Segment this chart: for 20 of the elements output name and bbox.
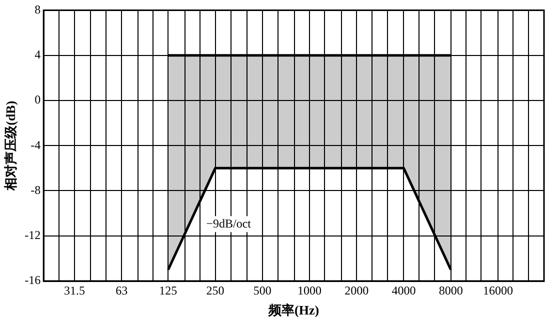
y-tick-label: -16: [24, 273, 41, 288]
x-tick-label: 31.5: [64, 283, 85, 298]
x-tick-label: 2000: [344, 283, 369, 298]
y-tick-label: -8: [30, 182, 41, 197]
x-tick-label: 63: [116, 283, 128, 298]
x-tick-label: 8000: [438, 283, 463, 298]
y-axis-title: 相对声压级(dB): [3, 100, 18, 192]
x-tick-label: 16000: [482, 283, 513, 298]
y-tick-label: -4: [30, 138, 41, 152]
y-tick-label: 0: [34, 92, 41, 107]
x-axis-title: 频率(Hz): [268, 302, 320, 318]
x-tick-label: 125: [159, 283, 178, 298]
y-tick-label: -12: [24, 228, 41, 242]
x-tick-label: 250: [206, 283, 224, 298]
y-tick-label: 8: [34, 2, 41, 16]
x-tick-label: 500: [253, 283, 272, 298]
x-tick-label: 4000: [392, 283, 416, 298]
y-tick-label: 4: [34, 47, 41, 62]
x-tick-label: 1000: [298, 283, 322, 298]
annotation: −9dB/oct: [206, 216, 252, 230]
